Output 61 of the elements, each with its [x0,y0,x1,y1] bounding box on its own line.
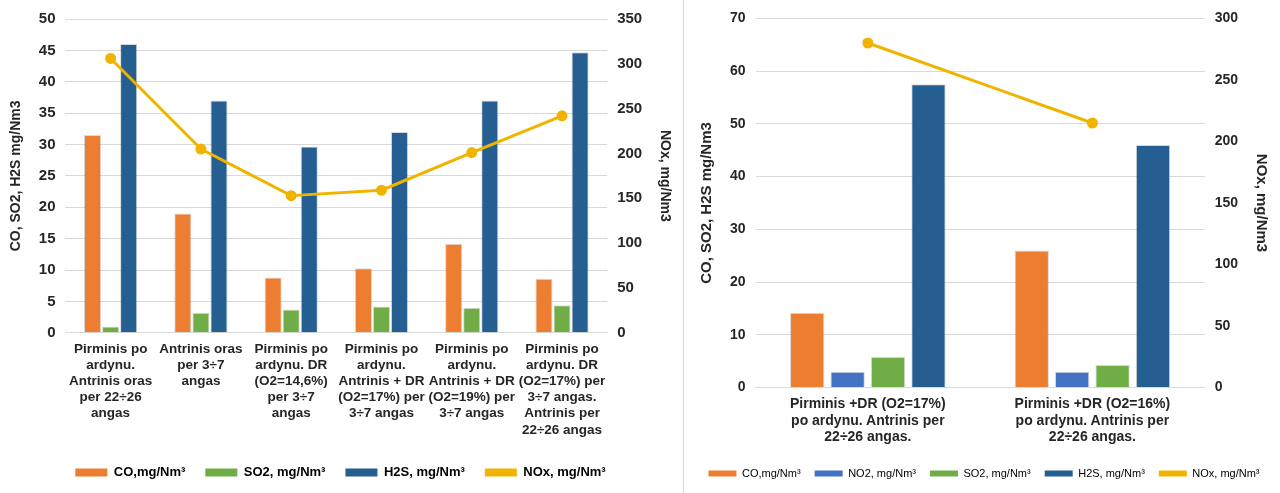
y2-tick-label: 300 [1214,9,1239,26]
y2-tick-label: 200 [1214,132,1239,149]
legend-label: SO2, mg/Nm³ [243,464,327,480]
legend-label: NO2, mg/Nm³ [848,466,917,479]
y2-axis-title: NOx, mg/Nm3 [657,129,674,223]
y2-tick-label: 100 [1214,255,1239,272]
y-tick-label: 10 [729,325,746,342]
x-tick-label: Pirminis +DR (O2=16%) po ardynu. Antrinis per 22÷26 angas. [1014,394,1171,445]
point [466,147,478,159]
point [105,52,117,64]
y-tick-label: 25 [38,166,56,184]
y-axis-title: CO, SO2, H2S mg/Nm3 [7,100,24,252]
y2-axis-title: NOx, mg/Nm3 [1253,153,1271,253]
y-tick-label: 45 [38,40,56,58]
y-tick-label: 70 [729,9,746,26]
y-tick-label: 50 [729,114,746,131]
y-tick-label: 30 [729,220,746,237]
y2-tick-label: 350 [617,9,643,27]
legend-label: CO,mg/Nm³ [113,464,186,480]
y-tick-label: 10 [38,260,56,278]
y2-tick-label: 50 [1214,316,1231,333]
x-tick-label: Pirminis po ardynu. Antrinis oras per 22÷26 angas [68,340,153,421]
x-tick-label: Pirminis po ardynu. DR (O2=17%) per 3÷7 angas. Antrinis per 22÷26 angas [518,340,607,437]
x-tick-label: Pirminis po ardynu. Antrinis + DR (O2=17%) per 3÷7 angas [338,340,426,421]
x-tick-label: Pirminis po ardynu. Antrinis + DR (O2=19%) per 3÷7 angas [428,340,516,421]
y-tick-label: 35 [38,103,56,121]
x-tick-label: Pirminis +DR (O2=17%) po ardynu. Antrinis per 22÷26 angas. [790,394,946,445]
y-tick-label: 20 [38,197,56,215]
x-tick-label: Pirminis po ardynu. DR (O2=14,6%) per 3÷7 angas [254,340,328,421]
y2-tick-label: 250 [1214,70,1239,87]
legend-label: NOx, mg/Nm³ [1192,466,1260,479]
y2-tick-label: 0 [1214,378,1223,395]
y-tick-label: 0 [737,378,746,395]
y-tick-label: 15 [38,228,56,246]
x-tick-label: Antrinis oras per 3÷7 angas [159,340,243,389]
point [556,110,568,122]
y2-tick-label: 300 [617,53,643,71]
legend-label: H2S, mg/Nm³ [383,464,466,480]
y-axis-title: CO, SO2, H2S mg/Nm3 [697,122,715,284]
y-tick-label: 30 [38,134,56,152]
point [285,190,297,202]
y-tick-label: 40 [38,71,56,89]
y-tick-label: 50 [38,9,56,27]
point [195,143,207,155]
point [375,184,387,196]
y-tick-label: 0 [47,322,56,340]
legend-label: SO2, mg/Nm³ [963,466,1032,479]
y-tick-label: 20 [729,272,746,289]
y2-tick-label: 150 [617,188,643,206]
legend-label: CO,mg/Nm³ [741,466,801,479]
y2-tick-label: 100 [617,233,643,251]
y-tick-label: 40 [729,167,746,184]
y-tick-label: 5 [47,291,56,309]
legend-label: NOx, mg/Nm³ [523,464,607,480]
y2-tick-label: 150 [1214,193,1239,210]
y2-tick-label: 250 [617,98,643,116]
y2-tick-label: 50 [617,278,634,296]
y2-tick-label: 200 [617,143,643,161]
y-tick-label: 60 [729,62,746,78]
legend-label: H2S, mg/Nm³ [1078,466,1146,479]
y2-tick-label: 0 [617,322,626,340]
